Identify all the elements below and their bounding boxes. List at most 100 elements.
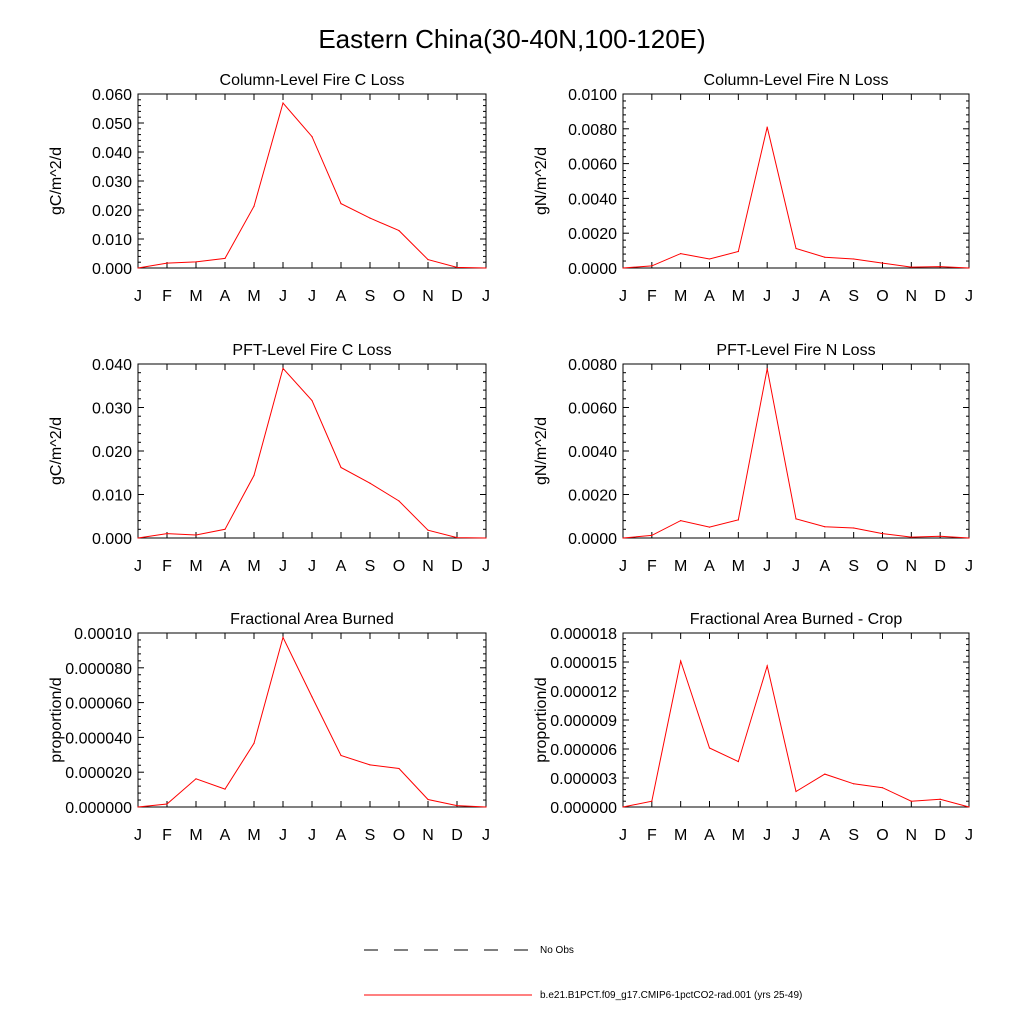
data-point [398,500,400,502]
data-point [680,660,682,662]
x-tick-label: A [704,558,715,575]
panel-title: Column-Level Fire C Loss [220,72,405,89]
plot-frame [622,363,970,539]
data-point [253,205,255,207]
panel-grid: Column-Level Fire C Loss gC/m^2/d 0.000 0.0… [48,72,973,844]
legend-label-no-obs: No Obs [540,945,574,956]
y-tick-label: 0.00010 [74,626,132,643]
data-point [795,790,797,793]
x-tick-label: D [934,827,946,844]
data-point [137,537,139,539]
y-axis-label: proportion/d [533,677,550,762]
data-point [369,482,371,484]
x-tick-label: F [162,827,172,844]
x-tick-label: F [647,288,657,305]
x-tick-label: F [647,827,657,844]
x-tick-label: S [848,558,859,575]
x-tick-label: M [189,288,202,305]
data-point [622,806,624,808]
data-point [910,536,912,538]
series-line [137,101,487,269]
y-tick-label: 0.000080 [65,661,132,678]
x-tick-label: J [792,288,800,305]
y-tick-label: 0.0020 [568,226,617,243]
x-tick-label: A [336,558,347,575]
data-point [680,252,682,255]
data-point [340,466,342,469]
x-tick-label: J [619,827,627,844]
x-tick-label: J [763,558,771,575]
data-point [311,136,313,138]
y-tick-label: 0.000 [92,261,132,278]
y-tick-label: 0.040 [92,357,132,374]
y-tick-label: 0.020 [92,203,132,220]
chart-panel-1: Column-Level Fire C Loss gC/m^2/d 0.000 0.0… [48,72,490,305]
y-tick-label: 0.000 [92,531,132,548]
data-point [195,261,197,263]
data-point [456,266,458,269]
y-axis-label: gC/m^2/d [48,417,65,485]
x-tick-label: O [876,288,888,305]
x-tick-label: J [763,827,771,844]
plot-frame [622,632,970,808]
data-point [398,767,400,770]
data-point [456,536,458,539]
x-tick-label: J [965,827,973,844]
plot-frame [137,363,487,539]
chart-panel-5: Fractional Area Burnedproportion/d0.0000… [48,611,490,844]
data-point [824,526,826,528]
y-tick-label: 0.000000 [550,800,617,817]
x-tick-label: A [336,288,347,305]
x-tick-label: J [134,558,142,575]
data-point [253,742,255,744]
x-tick-label: N [422,288,434,305]
data-point [939,798,941,800]
x-tick-label: N [422,827,434,844]
x-tick-label: O [393,288,405,305]
data-point [369,764,371,766]
data-point [224,257,226,260]
x-tick-label: D [934,558,946,575]
x-tick-label: D [451,558,463,575]
x-tick-label: A [220,288,231,305]
x-tick-label: J [965,558,973,575]
data-point [737,250,739,253]
y-tick-label: 0.0060 [568,401,617,418]
data-point [881,787,884,789]
y-tick-label: 0.0000 [568,261,617,278]
plot-frame [137,632,487,808]
x-tick-label: A [336,827,347,844]
data-point [427,529,429,531]
panel-title: PFT-Level Fire N Loss [716,342,875,359]
y-tick-label: 0.0100 [568,87,617,104]
y-tick-label: 0.030 [92,174,132,191]
data-point [766,368,768,370]
y-tick-label: 0.000012 [550,684,617,701]
data-point [485,537,487,539]
x-tick-label: M [247,558,260,575]
data-point [253,474,255,476]
x-tick-label: J [482,558,490,575]
data-point [968,806,970,808]
x-tick-label: A [704,288,715,305]
x-tick-label: S [848,288,859,305]
x-tick-label: M [732,558,745,575]
legend: No Obs b.e21.B1PCT.f09_g17.CMIP6-1pctCO2… [364,945,802,1001]
data-point [968,537,970,539]
data-point [881,533,884,535]
data-point [853,258,855,260]
data-point [195,778,197,780]
x-tick-label: F [162,558,172,575]
data-point [427,798,429,801]
panel-title: Fractional Area Burned - Crop [690,611,903,628]
panel-title: Column-Level Fire N Loss [704,72,889,89]
data-point [166,533,168,535]
x-tick-label: M [247,288,260,305]
y-tick-label: 0.000015 [550,655,617,672]
data-point [224,788,226,790]
plot-frame [137,93,487,269]
y-tick-label: 0.000006 [550,742,617,759]
series-line [137,367,487,539]
data-point [881,262,884,264]
